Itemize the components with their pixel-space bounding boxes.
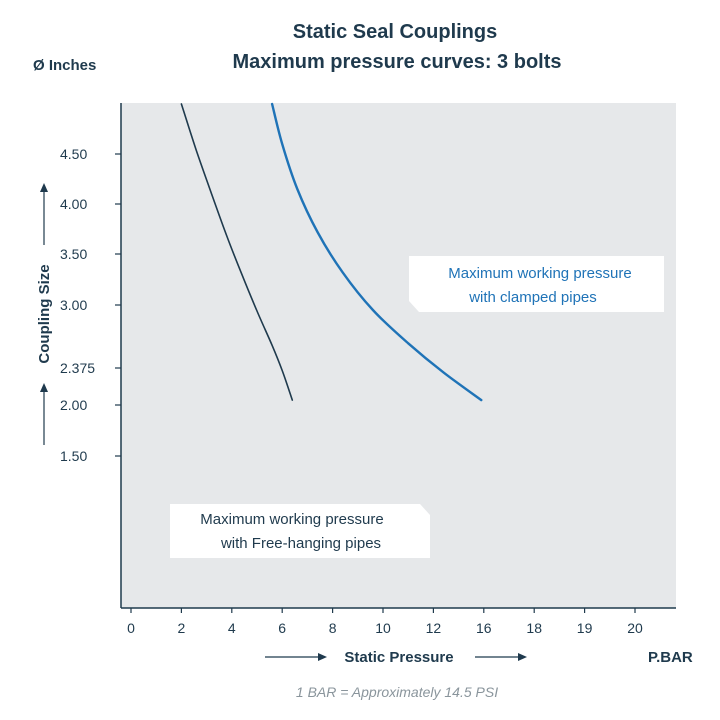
y-arrow-lower-head xyxy=(40,383,48,392)
annotation-free-line2: with Free-hanging pipes xyxy=(220,535,381,552)
x-tick-label: 10 xyxy=(375,620,391,636)
annotation-clamped-box xyxy=(409,256,664,312)
x-axis-title-group: Static Pressure xyxy=(265,649,527,666)
x-tick-label: 8 xyxy=(329,620,337,636)
x-tick-label: 20 xyxy=(627,620,643,636)
annotation-free-line1: Maximum working pressure xyxy=(200,511,383,528)
footnote: 1 BAR = Approximately 14.5 PSI xyxy=(296,684,498,700)
series-line-free-hanging xyxy=(180,103,294,401)
y-axis-ticks: 1.50 2.00 2.375 3.00 3.50 4.00 4.50 xyxy=(60,146,121,464)
x-tick-label: 0 xyxy=(127,620,135,636)
y-tick-label: 4.00 xyxy=(60,196,87,212)
y-tick-label: 3.00 xyxy=(60,297,87,313)
y-axis-title: Coupling Size xyxy=(36,264,53,363)
y-tick-label: 4.50 xyxy=(60,146,87,162)
annotation-free-box xyxy=(170,504,430,558)
x-tick-label: 18 xyxy=(526,620,542,636)
y-unit-label: Ø Inches xyxy=(33,57,96,74)
x-axis-ticks: 0 2 4 6 8 10 12 16 18 19 20 xyxy=(127,608,643,636)
y-tick-label: 2.375 xyxy=(60,360,95,376)
chart-subtitle: Maximum pressure curves: 3 bolts xyxy=(232,51,561,73)
series-line-clamped xyxy=(270,102,483,402)
annotation-free: Maximum working pressure with Free-hangi… xyxy=(170,504,430,558)
x-arrow-left-head xyxy=(318,653,327,661)
annotation-clamped-line2: with clamped pipes xyxy=(468,289,597,306)
x-axis-title: Static Pressure xyxy=(344,649,453,666)
x-unit-label: P.BAR xyxy=(648,649,693,666)
x-tick-label: 6 xyxy=(278,620,286,636)
x-arrow-right-head xyxy=(518,653,527,661)
annotation-clamped: Maximum working pressure with clamped pi… xyxy=(409,256,664,312)
y-tick-label: 3.50 xyxy=(60,246,87,262)
x-tick-label: 2 xyxy=(178,620,186,636)
y-tick-label: 1.50 xyxy=(60,448,87,464)
x-tick-label: 16 xyxy=(476,620,492,636)
x-tick-label: 19 xyxy=(577,620,593,636)
annotation-clamped-line1: Maximum working pressure xyxy=(448,265,631,282)
y-tick-label: 2.00 xyxy=(60,397,87,413)
y-arrow-upper-head xyxy=(40,183,48,192)
chart-title: Static Seal Couplings xyxy=(293,21,497,43)
x-tick-label: 12 xyxy=(426,620,442,636)
x-tick-label: 4 xyxy=(228,620,236,636)
y-axis-title-group: Coupling Size xyxy=(36,183,53,445)
